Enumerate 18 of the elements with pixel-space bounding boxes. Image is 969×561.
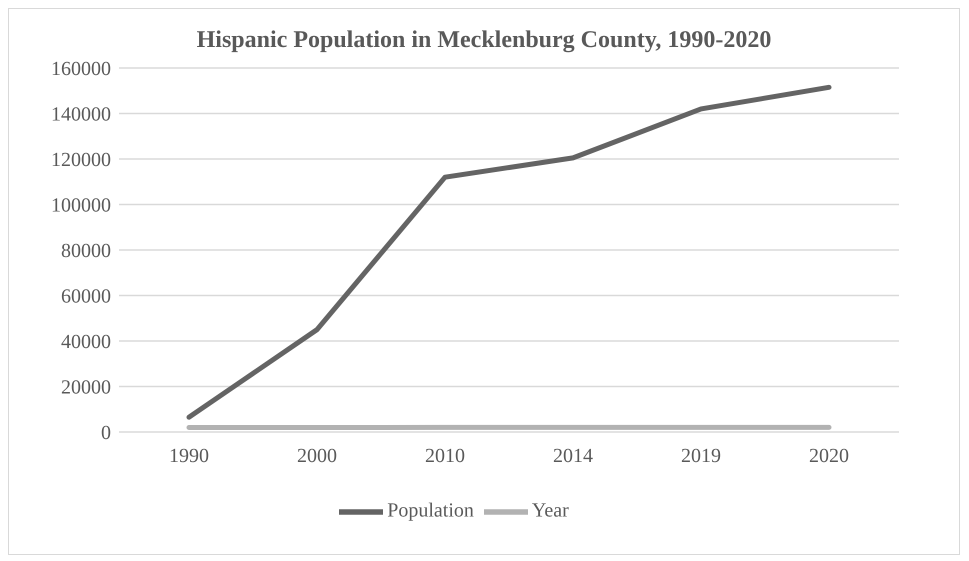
chart-title: Hispanic Population in Mecklenburg County, 1990-2020 [196, 27, 772, 54]
x-tick-label: 2000 [297, 445, 337, 468]
y-tick-label: 20000 [61, 376, 111, 399]
legend-label: Year [532, 500, 569, 522]
x-tick-label: 2019 [681, 445, 721, 468]
y-tick-label: 40000 [61, 331, 111, 354]
y-tick-label: 160000 [51, 58, 111, 80]
x-tick-label: 2010 [425, 445, 465, 468]
y-tick-label: 80000 [61, 240, 111, 262]
x-tick-label: 2020 [809, 445, 849, 468]
x-tick-label: 1990 [169, 445, 209, 468]
y-tick-label: 60000 [61, 286, 111, 308]
x-tick-label: 2014 [553, 445, 593, 468]
y-tick-label: 140000 [51, 104, 111, 126]
y-tick-label: 0 [101, 422, 111, 444]
y-tick-label: 100000 [51, 194, 111, 217]
legend-label: Population [387, 500, 474, 522]
y-tick-label: 120000 [51, 149, 111, 172]
